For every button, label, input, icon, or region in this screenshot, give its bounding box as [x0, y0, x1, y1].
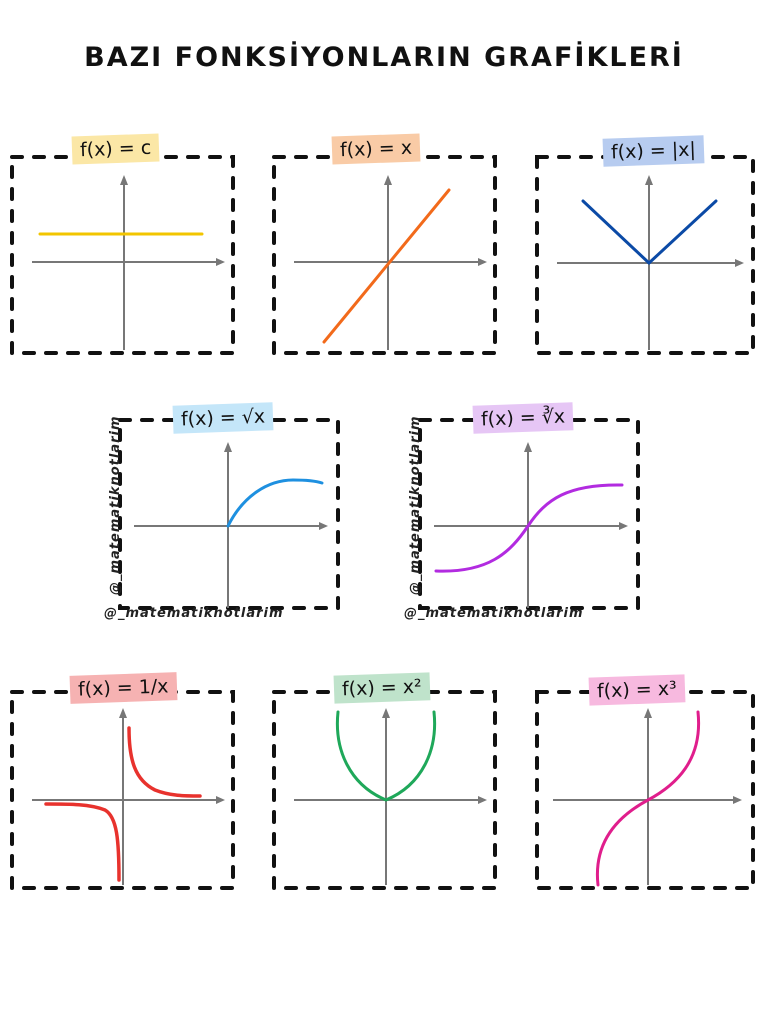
- function-label: f(x) = 1/x: [69, 672, 177, 704]
- function-label: f(x) = √x: [172, 402, 274, 434]
- y-axis-arrow: [645, 175, 653, 185]
- function-label: f(x) = x: [331, 133, 421, 165]
- y-axis-arrow: [644, 708, 652, 718]
- function-curve-square: [335, 710, 437, 802]
- y-axis-arrow: [524, 442, 532, 452]
- x-axis-arrow: [733, 796, 742, 804]
- function-label: f(x) = ∛x: [472, 402, 574, 434]
- panel-frame: [535, 155, 755, 355]
- panel-square: f(x) = x²: [272, 672, 497, 890]
- y-axis-arrow: [384, 175, 392, 185]
- x-axis-arrow: [216, 258, 225, 266]
- panel-frame: [535, 690, 755, 890]
- function-label: f(x) = x²: [333, 672, 431, 704]
- panel-sqrt: f(x) = √x: [118, 402, 340, 610]
- function-curve-cube: [595, 710, 701, 887]
- y-axis-arrow: [119, 708, 127, 718]
- panel-frame: [272, 155, 497, 355]
- y-axis-arrow: [382, 708, 390, 718]
- panel-frame: [10, 155, 235, 355]
- watermark-vertical: @_matematiknotlarim: [108, 415, 123, 595]
- y-axis-arrow: [224, 442, 232, 452]
- function-curve-identity: [322, 188, 451, 344]
- panel-constant: f(x) = c: [10, 133, 235, 355]
- page-title: BAZI FONKSİYONLARIN GRAFİKLERİ: [84, 42, 684, 73]
- panel-absolute: f(x) = |x|: [535, 135, 755, 355]
- function-label: f(x) = c: [71, 133, 160, 165]
- watermark-vertical: @_matematiknotlarim: [408, 415, 423, 595]
- panel-reciprocal: f(x) = 1/x: [10, 672, 235, 890]
- panel-identity: f(x) = x: [272, 133, 497, 355]
- function-label: f(x) = x³: [588, 674, 686, 706]
- x-axis-arrow: [735, 259, 744, 267]
- function-curve-cbrt: [434, 483, 624, 573]
- function-curve-sqrt: [226, 478, 324, 528]
- y-axis-arrow: [120, 175, 128, 185]
- watermark-horizontal: @_matematiknotlarim: [104, 606, 284, 621]
- watermark-horizontal: @_matematiknotlarim: [404, 606, 584, 621]
- function-curve-reciprocal-positive: [127, 726, 202, 798]
- x-axis-arrow: [216, 796, 225, 804]
- function-label: f(x) = |x|: [602, 135, 705, 167]
- panel-cube: f(x) = x³: [535, 674, 755, 890]
- function-curve-absolute: [581, 199, 718, 265]
- panel-cbrt: f(x) = ∛x: [418, 402, 640, 610]
- x-axis-arrow: [619, 522, 628, 530]
- x-axis-arrow: [478, 258, 487, 266]
- function-curve-reciprocal-negative: [44, 802, 121, 882]
- x-axis-arrow: [319, 522, 328, 530]
- panel-frame: [272, 690, 497, 890]
- x-axis-arrow: [478, 796, 487, 804]
